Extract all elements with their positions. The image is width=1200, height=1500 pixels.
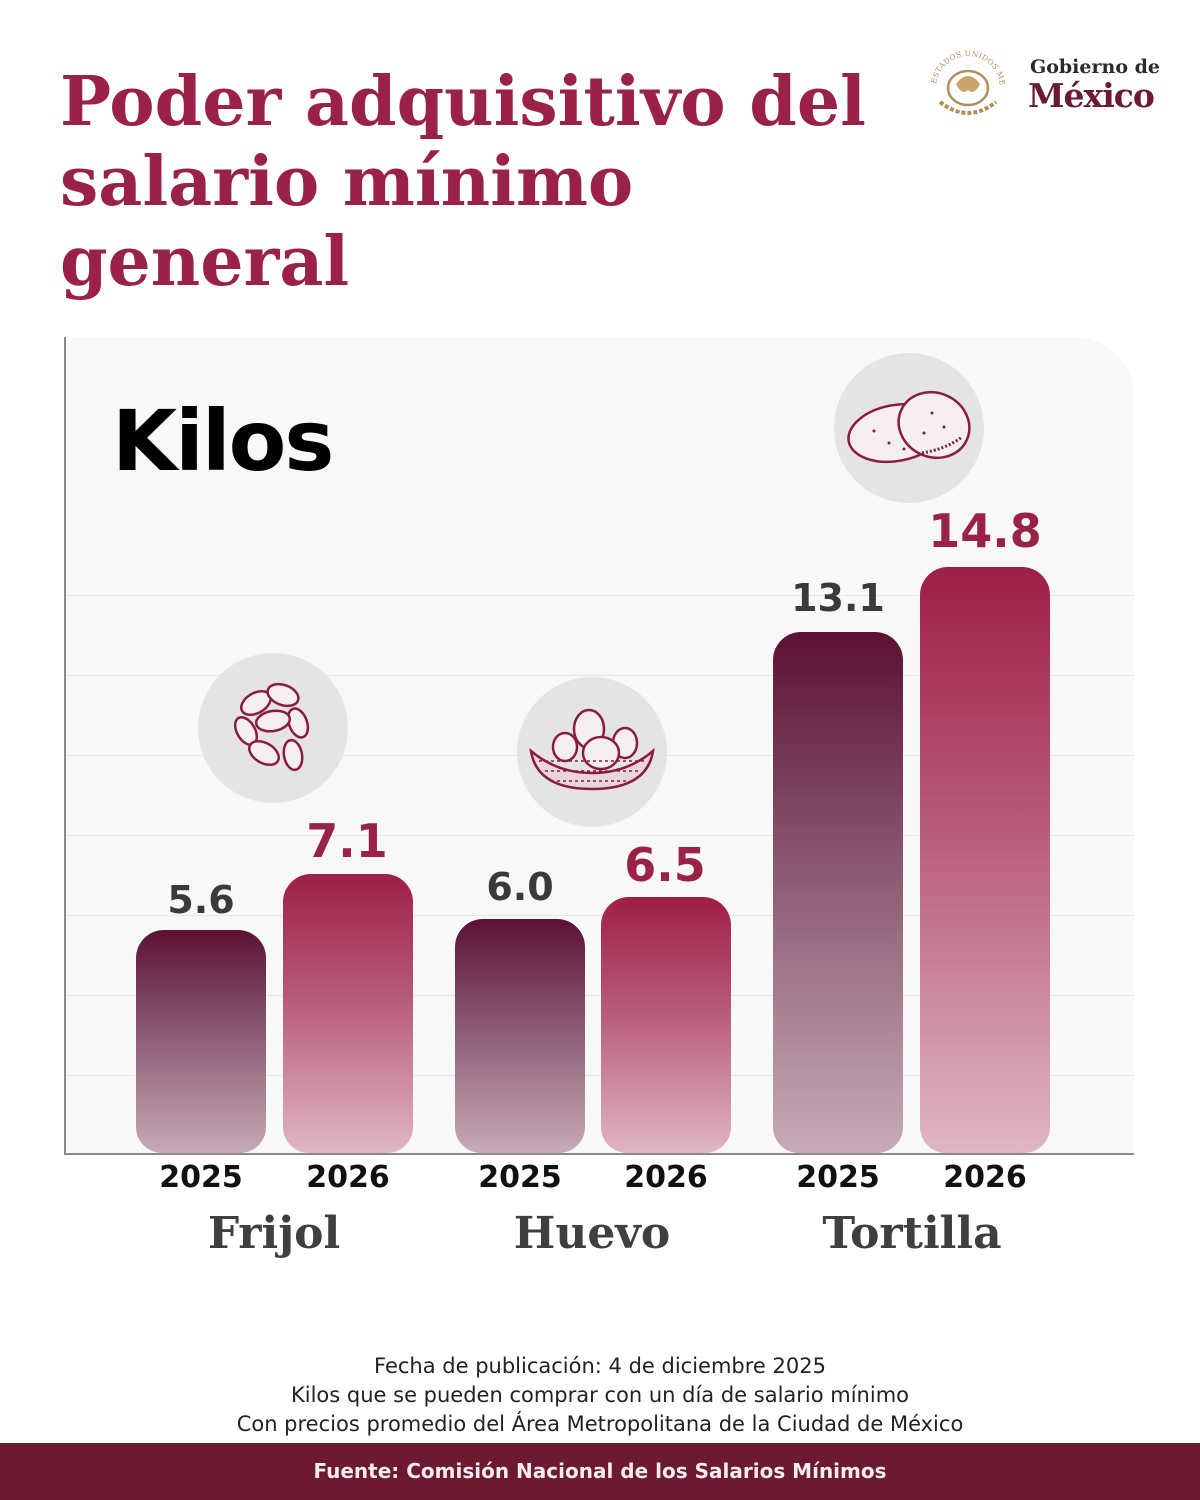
x-axis-line [64, 1153, 1134, 1155]
value-label-huevo-2025: 6.0 [486, 865, 554, 909]
year-label: 2025 [159, 1160, 243, 1195]
value-label-frijol-2025: 5.6 [167, 878, 235, 922]
logo-text-mexico: México [1028, 76, 1155, 115]
bar-frijol-2026 [283, 874, 413, 1153]
gobierno-de-mexico-logo: ESTADOS UNIDOS MEXICANOS Gobierno de Méx… [920, 38, 1180, 130]
source-footer: Fuente: Comisión Nacional de los Salario… [0, 1443, 1200, 1500]
gridline [66, 915, 1134, 916]
bar-frijol-2025 [136, 930, 266, 1153]
note-prices: Con precios promedio del Área Metropolit… [236, 1412, 964, 1436]
bar-huevo-2025 [455, 919, 585, 1153]
year-label: 2025 [478, 1160, 562, 1195]
gridline [66, 995, 1134, 996]
value-label-huevo-2026: 6.5 [624, 838, 706, 892]
title-line-1: Poder adquisitivo del [60, 62, 866, 142]
value-label-tortilla-2026: 14.8 [928, 504, 1042, 558]
source-text: Fuente: Comisión Nacional de los Salario… [313, 1459, 887, 1483]
year-label: 2026 [306, 1160, 390, 1195]
gridline [66, 675, 1134, 676]
category-label-huevo: Huevo [513, 1208, 671, 1259]
value-label-tortilla-2025: 13.1 [791, 576, 885, 620]
gridline [66, 835, 1134, 836]
gridline [66, 1075, 1134, 1076]
tortillas-icon [834, 353, 984, 503]
national-seal-icon: ESTADOS UNIDOS MEXICANOS [922, 38, 1007, 115]
publication-date: Fecha de publicación: 4 de diciembre 202… [374, 1354, 826, 1378]
unit-label: Kilos [112, 392, 334, 490]
eggs-nest-icon [517, 677, 667, 827]
beans-icon [198, 653, 348, 803]
gridline [66, 595, 1134, 596]
bar-huevo-2026 [601, 897, 731, 1153]
page-title: Poder adquisitivo del salario mínimo gen… [60, 62, 940, 302]
chart-notes: Fecha de publicación: 4 de diciembre 202… [0, 1352, 1200, 1439]
note-description: Kilos que se pueden comprar con un día d… [290, 1383, 909, 1407]
value-label-frijol-2026: 7.1 [306, 814, 388, 868]
category-label-tortilla: Tortilla [822, 1208, 1002, 1259]
category-label-frijol: Frijol [207, 1208, 341, 1259]
logo-text-gobierno: Gobierno de [1030, 56, 1160, 78]
year-label: 2026 [943, 1160, 1027, 1195]
title-line-2: salario mínimo general [60, 142, 634, 302]
y-axis-line [64, 337, 66, 1154]
bar-tortilla-2026 [920, 567, 1050, 1153]
bar-tortilla-2025 [773, 632, 903, 1153]
year-label: 2026 [624, 1160, 708, 1195]
year-label: 2025 [796, 1160, 880, 1195]
